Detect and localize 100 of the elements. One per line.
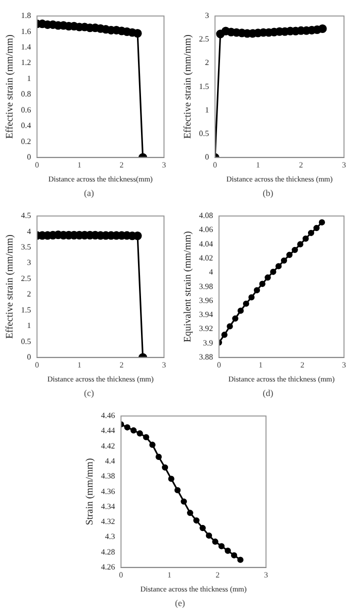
x-tick-label: 3 [342, 360, 346, 370]
point [156, 454, 162, 460]
y-axis-title: Effective strain (mm/mm) [182, 34, 194, 139]
point [180, 498, 187, 505]
y-tick-label: 1.6 [21, 26, 31, 36]
point [275, 263, 282, 270]
point [143, 434, 150, 440]
y-tick-label: 4.46 [101, 411, 115, 420]
point [162, 464, 168, 471]
point [226, 323, 233, 330]
text: (d) [262, 388, 274, 398]
y-tick-label: 4.44 [101, 426, 115, 436]
y-tick-label: 1 [27, 74, 31, 83]
point [242, 300, 250, 307]
y-tick-label: 0.5 [21, 336, 31, 346]
y-tick-label: 2 [27, 290, 31, 299]
point [248, 294, 255, 300]
point [124, 424, 130, 430]
y-tick-label: 4.02 [199, 254, 213, 263]
y-tick-label: 4.26 [101, 562, 115, 572]
y-tick-label: 0 [27, 152, 31, 162]
point [149, 442, 156, 448]
x-tick-label: 1 [258, 360, 263, 370]
x-tick-label: 0 [217, 360, 221, 370]
point [133, 28, 142, 38]
point [212, 538, 218, 545]
y-axis-title: Effective strain (mm/mm) [4, 34, 16, 139]
point [221, 332, 228, 338]
point [270, 268, 276, 275]
y-tick-label: 3.5 [21, 242, 31, 252]
y-tick-label: 0 [27, 352, 31, 362]
point [200, 524, 206, 532]
x-tick-label: 1 [256, 160, 260, 170]
point [168, 476, 174, 482]
y-tick-label: 1 [205, 105, 209, 114]
x-tick-label: 0 [119, 570, 123, 580]
x-tick-label: 3 [342, 160, 346, 170]
y-tick-label: 3.9 [203, 338, 213, 348]
y-tick-label: 3 [205, 11, 209, 20]
x-tick-label: 2 [216, 570, 220, 580]
y-tick-label: 4.08 [199, 211, 213, 220]
y-tick-label: 4.38 [101, 472, 115, 481]
point [308, 230, 314, 236]
y-tick-label: 2.5 [21, 274, 31, 283]
point [280, 257, 288, 264]
point [232, 315, 238, 322]
x-tick-label: 2 [299, 160, 303, 170]
y-tick-label: 4 [209, 268, 213, 277]
y-tick-label: 4.28 [101, 547, 115, 556]
text: (a) [83, 188, 95, 198]
point [254, 287, 260, 294]
x-tick-label: 1 [167, 570, 172, 580]
point [313, 224, 320, 232]
x-tick-label: 2 [300, 360, 304, 370]
y-tick-label: 3 [27, 258, 31, 268]
y-tick-label: 1.2 [21, 58, 31, 68]
point [238, 308, 244, 314]
y-tick-label: 0.5 [199, 128, 209, 138]
y-tick-label: 4.4 [105, 456, 115, 466]
y-tick-label: 3.88 [199, 352, 213, 362]
x-tick-label: 2 [120, 160, 124, 170]
text: (e) [174, 598, 186, 608]
point [218, 543, 225, 550]
y-tick-label: 4.04 [199, 239, 213, 248]
x-tick-label: 3 [162, 360, 166, 370]
point [231, 552, 238, 558]
y-tick-label: 1.5 [199, 82, 209, 91]
y-tick-label: 4.42 [101, 441, 115, 450]
x-tick-label: 1 [77, 360, 82, 370]
y-tick-label: 1.8 [21, 11, 31, 20]
point [292, 246, 298, 254]
y-tick-label: 0.8 [21, 90, 31, 99]
y-tick-label: 4.34 [101, 502, 115, 511]
point [297, 241, 304, 248]
point [318, 219, 326, 226]
y-tick-label: 0.6 [21, 105, 31, 114]
text: (c) [83, 388, 95, 398]
x-tick-label: 0 [35, 160, 39, 170]
y-tick-label: 1.5 [21, 305, 31, 314]
y-tick-label: 4.36 [101, 486, 115, 496]
y-tick-label: 3.92 [199, 324, 213, 334]
y-tick-label: 1.4 [21, 42, 31, 52]
y-tick-label: 3.96 [199, 296, 213, 305]
x-tick-label: 3 [264, 570, 268, 580]
y-tick-label: 2 [205, 58, 209, 68]
point [224, 548, 231, 554]
point [187, 510, 194, 516]
point [136, 430, 143, 437]
y-tick-label: 2.5 [199, 34, 209, 44]
y-tick-label: 0 [205, 152, 209, 162]
y-tick-label: 4 [27, 226, 31, 236]
x-tick-label: 0 [35, 360, 39, 370]
x-tick-label: 3 [162, 160, 166, 170]
y-tick-label: 4.32 [101, 517, 115, 526]
point [237, 556, 244, 563]
y-tick-label: 1 [27, 321, 31, 330]
point [286, 252, 293, 258]
x-tick-label: 2 [120, 360, 124, 370]
text: (b) [262, 188, 274, 198]
y-axis-title: Strain (mm/mm) [84, 458, 96, 526]
